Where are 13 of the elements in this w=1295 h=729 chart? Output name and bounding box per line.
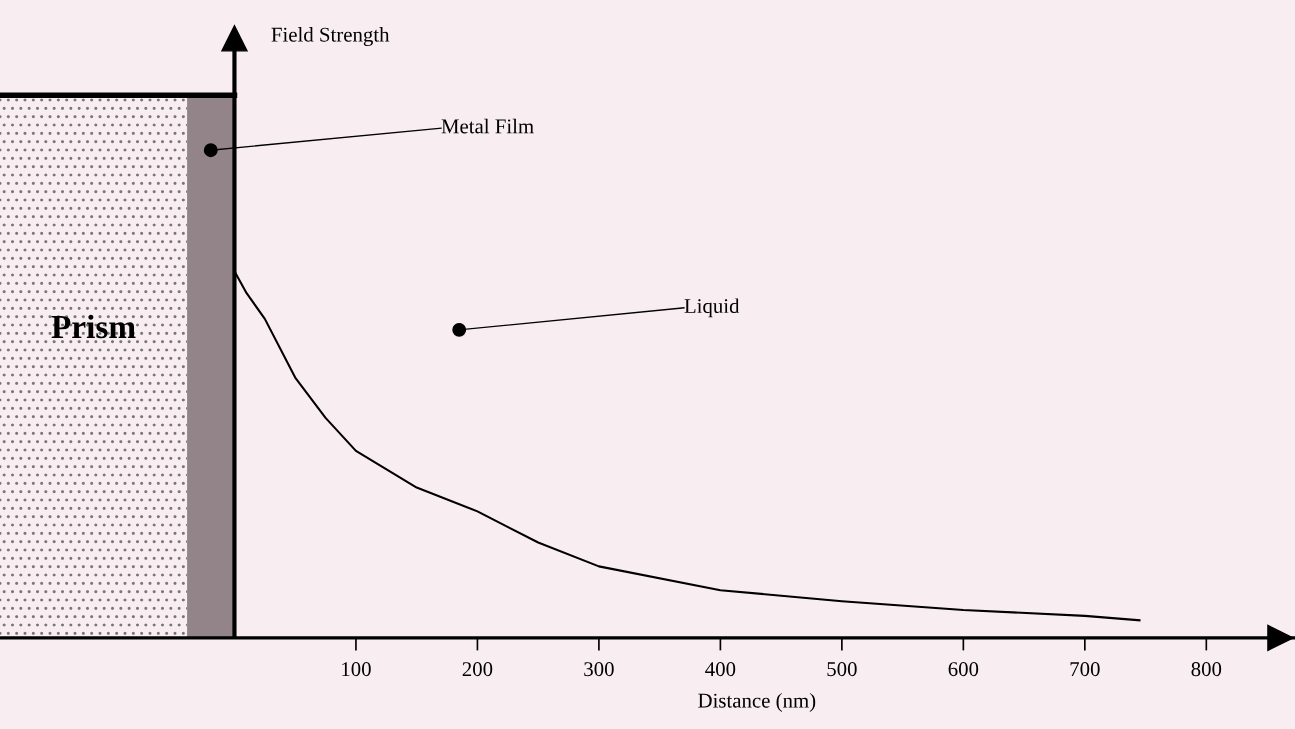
- x-tick-label: 500: [827, 662, 857, 677]
- annotation: Liquid: [684, 298, 740, 318]
- band-label: Prism: [51, 314, 136, 339]
- x-axis-title: Distance (nm): [698, 692, 816, 712]
- text: Field Strength: [271, 27, 390, 46]
- x-tick-label: 800: [1191, 662, 1222, 677]
- x-tick-label: 300: [584, 662, 614, 677]
- x-tick-label: 100: [342, 662, 371, 677]
- band-label: Metal Film: [441, 118, 534, 134]
- x-tick-label: 400: [705, 662, 736, 677]
- x-tick-label: 600: [948, 662, 979, 677]
- x-tick-label: 200: [462, 662, 493, 677]
- x-tick-label: 700: [1070, 662, 1100, 677]
